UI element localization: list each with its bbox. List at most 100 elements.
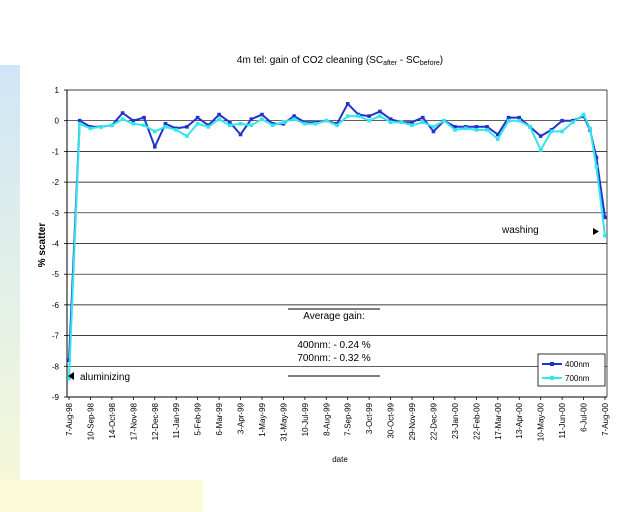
series-point-400nm: [345, 102, 350, 106]
series-point-700nm: [67, 376, 71, 381]
series-point-400nm: [120, 111, 125, 115]
slide-gradient-bottom-bar: [0, 480, 203, 512]
x-tick-label: 8-Aug-99: [322, 402, 331, 435]
series-point-700nm: [185, 134, 189, 138]
y-tick-label: -4: [52, 240, 60, 249]
series-point-700nm: [517, 118, 522, 123]
average-gain-400nm: 400nm: - 0.24 %: [297, 340, 370, 351]
series-point-700nm: [260, 117, 264, 121]
series-point-400nm: [185, 125, 189, 129]
series-point-400nm: [431, 129, 436, 134]
series-point-700nm: [528, 125, 532, 129]
x-tick-label: 22-Feb-00: [472, 402, 481, 439]
legend: 400nm 700nm: [537, 353, 606, 387]
washing-arrow-icon: [593, 228, 599, 235]
series-point-700nm: [603, 234, 607, 238]
series-point-400nm: [603, 215, 607, 220]
series-point-700nm: [496, 137, 500, 141]
plot-area: [66, 89, 608, 398]
series-point-700nm: [142, 123, 146, 128]
x-tick-label: 7-Sep-99: [344, 402, 353, 435]
series-point-700nm: [378, 114, 382, 118]
series-point-700nm: [588, 126, 592, 131]
series-point-700nm: [88, 126, 93, 131]
series-point-400nm: [77, 118, 82, 123]
x-tick-label: 30-Oct-99: [387, 402, 396, 438]
x-tick-label: 17-Mar-00: [494, 402, 503, 439]
y-tick-label: -6: [52, 301, 60, 310]
series-point-700nm: [474, 128, 479, 132]
series-point-400nm: [260, 112, 264, 117]
series-point-400nm: [378, 109, 382, 114]
series-point-400nm: [217, 112, 221, 117]
slide-gradient-left-bar: [0, 65, 20, 512]
series-point-700nm: [195, 121, 200, 126]
x-tick-label: 10-May-00: [537, 402, 546, 441]
y-tick-label: -1: [52, 147, 60, 156]
series-point-400nm: [560, 118, 564, 123]
series-point-400nm: [367, 114, 371, 118]
y-tick-label: -8: [52, 362, 60, 371]
series-line-400nm: [68, 102, 606, 361]
series-point-700nm: [120, 117, 125, 121]
series-point-700nm: [538, 148, 543, 152]
y-tick-label: -3: [52, 209, 60, 218]
series-point-700nm: [270, 123, 275, 128]
series-point-400nm: [238, 132, 243, 137]
series-point-700nm: [163, 125, 168, 129]
series-point-700nm: [303, 121, 307, 126]
series-point-700nm: [281, 120, 286, 125]
legend-marker-400nm: [550, 362, 554, 366]
series-point-700nm: [410, 123, 414, 128]
series-point-700nm: [206, 125, 211, 129]
series-point-400nm: [195, 115, 200, 120]
series-point-400nm: [594, 155, 599, 160]
series-point-700nm: [131, 121, 136, 126]
series-point-400nm: [538, 134, 543, 138]
series-point-700nm: [463, 126, 468, 131]
legend-frame: [537, 353, 606, 387]
series-point-700nm: [249, 123, 254, 128]
y-tick-label: -9: [52, 393, 60, 402]
series-point-700nm: [238, 121, 243, 126]
series-point-400nm: [152, 144, 157, 149]
series-point-400nm: [485, 125, 489, 129]
series-point-700nm: [388, 120, 393, 125]
average-gain-box: Average gain: 400nm: - 0.24 % 700nm: - 0…: [288, 308, 380, 377]
series-line-700nm: [68, 113, 606, 379]
series-point-700nm: [228, 123, 232, 128]
x-tick-label: 12-Dec-98: [151, 402, 160, 440]
y-tick-label: 1: [55, 86, 60, 95]
x-tick-label: 10-Jul-99: [301, 402, 310, 436]
series-point-400nm: [249, 117, 254, 121]
x-tick-label: 3-Apr-99: [237, 402, 246, 434]
series-point-700nm: [152, 129, 157, 134]
series-point-700nm: [292, 117, 296, 121]
x-axis-label: date: [332, 455, 348, 464]
series-point-700nm: [399, 120, 404, 125]
series-layer: [67, 102, 607, 381]
legend-marker-700nm: [550, 376, 554, 380]
average-gain-heading: Average gain:: [303, 311, 365, 322]
y-tick-label: -7: [52, 332, 60, 341]
x-tick-label: 10-Sep-98: [86, 402, 95, 440]
series-point-700nm: [110, 123, 114, 128]
series-point-400nm: [292, 114, 296, 118]
series-point-400nm: [517, 115, 522, 120]
x-tick-label: 31-May-99: [279, 402, 288, 441]
x-tick-label: 7-Aug-98: [65, 402, 74, 435]
series-point-400nm: [474, 125, 479, 129]
series-point-700nm: [356, 114, 361, 118]
average-gain-700nm: 700nm: - 0.32 %: [297, 353, 370, 364]
series-point-700nm: [594, 164, 599, 169]
x-tick-label: 17-Nov-98: [129, 402, 138, 440]
series-point-400nm: [228, 120, 232, 125]
y-tick-label: 0: [55, 117, 60, 126]
series-point-700nm: [217, 117, 221, 121]
x-tick-label: 22-Dec-99: [429, 402, 438, 440]
series-point-700nm: [571, 120, 575, 125]
series-point-400nm: [496, 132, 500, 137]
series-point-700nm: [335, 123, 339, 128]
series-point-400nm: [142, 115, 146, 120]
